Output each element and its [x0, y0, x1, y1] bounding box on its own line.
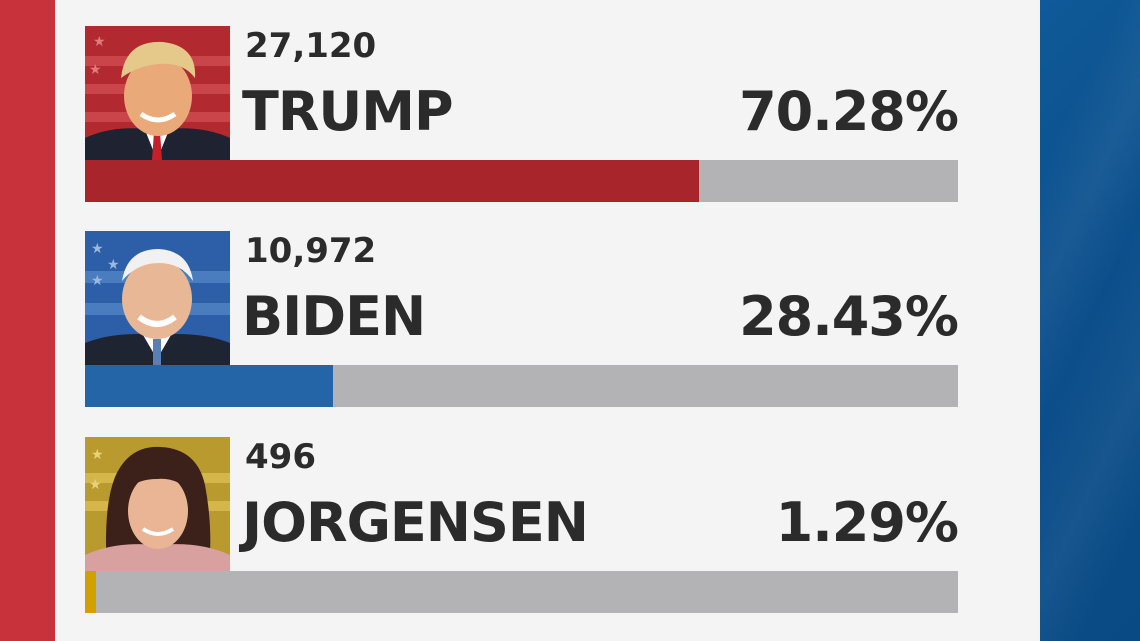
- right-accent-band: [1040, 0, 1140, 641]
- trump-share-bar: [85, 160, 958, 202]
- svg-text:★: ★: [89, 62, 102, 78]
- svg-text:★: ★: [107, 257, 120, 273]
- jorgensen-portrait: ★ ★: [85, 437, 230, 571]
- trump-portrait: ★ ★: [85, 26, 230, 160]
- jorgensen-share-fill: [85, 571, 96, 613]
- trump-name: TRUMP: [242, 80, 454, 143]
- jorgensen-share-bar: [85, 571, 958, 613]
- jorgensen-name: JORGENSEN: [242, 491, 589, 554]
- biden-name: BIDEN: [242, 285, 426, 348]
- svg-text:★: ★: [93, 34, 106, 50]
- biden-percent: 28.43%: [739, 285, 959, 348]
- left-accent-band: [0, 0, 55, 641]
- svg-text:★: ★: [91, 241, 104, 257]
- svg-text:★: ★: [91, 273, 104, 289]
- candidate-row-jorgensen: ★ ★ 496 JORGENSEN 1.29%: [85, 437, 959, 613]
- trump-share-fill: [85, 160, 699, 202]
- biden-share-bar: [85, 365, 958, 407]
- svg-text:★: ★: [91, 447, 104, 463]
- trump-vote-count: 27,120: [245, 26, 377, 66]
- jorgensen-vote-count: 496: [245, 437, 316, 477]
- biden-vote-count: 10,972: [245, 231, 377, 271]
- trump-percent: 70.28%: [739, 80, 959, 143]
- candidate-row-trump: ★ ★ 27,120 TRUMP 70.28%: [85, 26, 959, 202]
- svg-text:★: ★: [89, 477, 102, 493]
- biden-portrait: ★ ★ ★: [85, 231, 230, 365]
- biden-share-fill: [85, 365, 333, 407]
- jorgensen-percent: 1.29%: [775, 491, 959, 554]
- candidate-row-biden: ★ ★ ★ 10,972 BIDEN 28.43%: [85, 231, 959, 407]
